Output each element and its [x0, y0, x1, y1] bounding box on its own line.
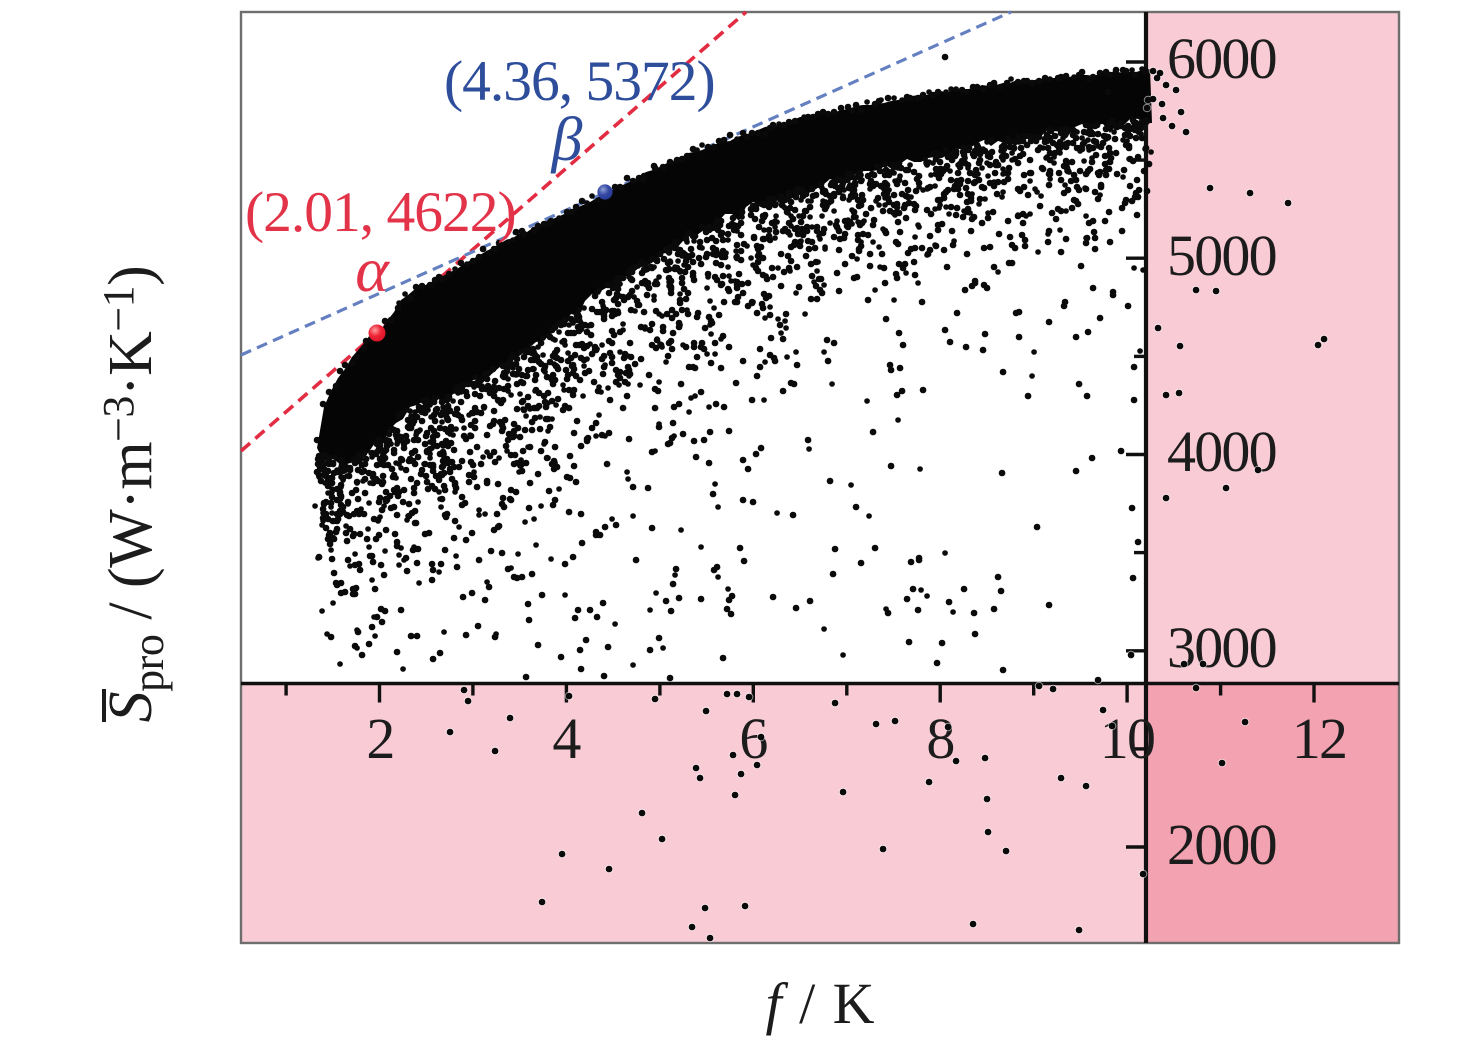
svg-text:(2.01, 4622): (2.01, 4622) [245, 181, 516, 244]
svg-text:α: α [355, 234, 390, 305]
svg-text:10: 10 [1100, 706, 1154, 771]
svg-text:12: 12 [1292, 706, 1346, 771]
svg-text:4: 4 [552, 706, 581, 771]
svg-text:8: 8 [926, 706, 953, 771]
svg-text:3000: 3000 [1167, 615, 1276, 680]
svg-text:4000: 4000 [1167, 419, 1276, 484]
svg-text:β: β [551, 106, 583, 174]
svg-text:f / K: f / K [765, 971, 874, 1036]
svg-text:5000: 5000 [1167, 223, 1276, 288]
svg-text:(4.36, 5372): (4.36, 5372) [444, 50, 715, 113]
svg-text:2: 2 [366, 706, 393, 771]
svg-text:2000: 2000 [1167, 812, 1276, 877]
svg-text:6000: 6000 [1167, 26, 1276, 91]
svg-text:Spro / (W·m−3·K−1): Spro / (W·m−3·K−1) [94, 266, 173, 723]
